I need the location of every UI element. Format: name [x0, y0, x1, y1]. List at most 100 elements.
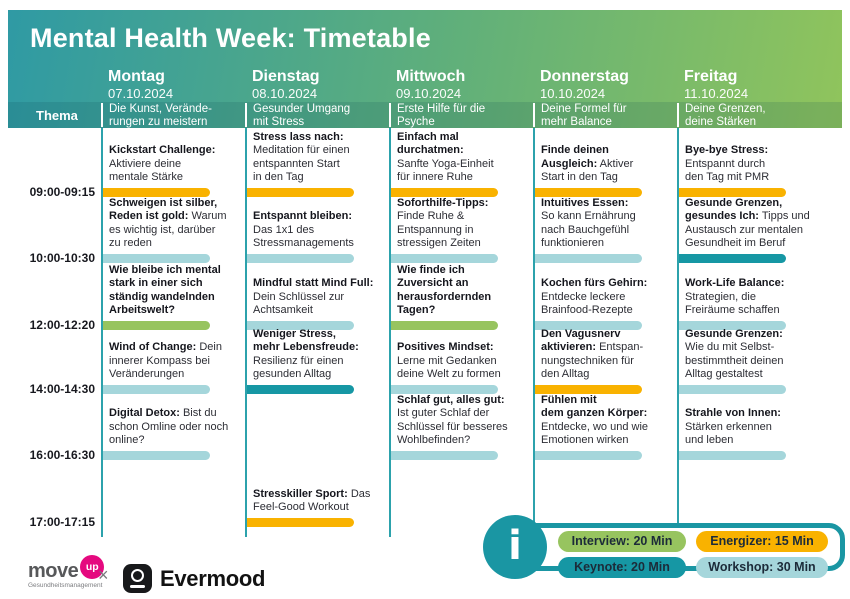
legend-pill-workshop: Workshop: 30 Min: [696, 557, 828, 578]
session-title: Finde deinen Ausgleich:: [541, 144, 609, 170]
day-theme: Die Kunst, Verände- rungen zu meistern: [101, 103, 212, 128]
session-title: Intuitives Essen:: [541, 197, 629, 210]
time-slot-label: 17:00-17:15: [29, 515, 95, 529]
session-entry: Strahle von Innen: Stärken erkennen und …: [679, 407, 819, 460]
session-title: Mindful statt Mind Full:: [253, 277, 374, 290]
session-entry: Wie finde ich Zuversicht an herausforder…: [391, 264, 531, 330]
page-title: Mental Health Week: Timetable: [30, 23, 431, 53]
thema-label: Thema: [36, 108, 78, 123]
day-date: 08.10.2024: [252, 86, 318, 101]
session-entry: Work-Life Balance: Strategien, die Freir…: [679, 277, 819, 330]
session-title: Gesunde Grenzen, gesundes Ich:: [685, 197, 783, 223]
session-title: Digital Detox:: [109, 407, 180, 420]
session-title: Soforthilfe-Tipps:: [397, 197, 489, 210]
session-title: Weniger Stress, mehr Lebensfreude:: [253, 328, 359, 354]
session-text: Wind of Change: Dein innerer Kompass bei…: [103, 341, 243, 381]
session-duration-bar: [679, 385, 786, 394]
session-text: Fühlen mit dem ganzen Körper: Entdecke, …: [535, 394, 675, 447]
time-slot-label: 09:00-09:15: [29, 185, 95, 199]
day-theme: Deine Formel für mehr Balance: [533, 103, 627, 128]
session-text: Kickstart Challenge: Aktiviere deine men…: [103, 144, 243, 184]
session-desc: Ist guter Schlaf der Schlüssel für besse…: [397, 407, 508, 446]
session-duration-bar: [535, 385, 642, 394]
session-title: Gesunde Grenzen:: [685, 328, 783, 341]
info-symbol: i: [508, 523, 522, 569]
time-slot-label: 16:00-16:30: [29, 448, 95, 462]
session-duration-bar: [247, 188, 354, 197]
session-entry: Den Vagusnerv aktivieren: Entspan- nungs…: [535, 328, 675, 394]
logo-separator: ×: [98, 565, 109, 585]
session-title: Fühlen mit dem ganzen Körper:: [541, 394, 648, 420]
day-header-montag: Montag 07.10.2024: [108, 68, 173, 102]
day-date: 11.10.2024: [684, 86, 749, 101]
session-duration-bar: [103, 188, 210, 197]
header: Mental Health Week: Timetable Montag 07.…: [8, 10, 842, 128]
session-desc: Aktiviere deine mentale Stärke: [109, 157, 183, 183]
day-theme: Erste Hilfe für die Psyche: [389, 103, 485, 128]
moveup-badge-icon: up: [80, 555, 105, 579]
session-text: Work-Life Balance: Strategien, die Freir…: [679, 277, 819, 317]
time-slot-label: 10:00-10:30: [29, 251, 95, 265]
day-header-dienstag: Dienstag 08.10.2024: [252, 68, 320, 102]
legend-pill-interview: Interview: 20 Min: [558, 531, 686, 552]
session-desc: Entdecke leckere Brainfood-Rezepte: [541, 290, 633, 316]
session-text: Strahle von Innen: Stärken erkennen und …: [679, 407, 819, 447]
session-desc: Bist du schon Omline oder noch online?: [109, 407, 229, 446]
legend: Interview: 20 Min Energizer: 15 Min Keyn…: [483, 513, 847, 583]
session-duration-bar: [247, 385, 354, 394]
session-entry: Positives Mindset: Lerne mit Gedanken de…: [391, 341, 531, 394]
session-desc: Lerne mit Gedanken deine Welt zu formen: [397, 354, 501, 380]
day-header-donnerstag: Donnerstag 10.10.2024: [540, 68, 629, 102]
session-entry: Intuitives Essen: So kann Ernährung nach…: [535, 197, 675, 263]
session-duration-bar: [103, 254, 210, 263]
session-desc: Tipps und Austausch zur mentalen Gesundh…: [685, 210, 810, 249]
session-text: Kochen fürs Gehirn: Entdecke leckere Bra…: [535, 277, 675, 317]
session-desc: Das Feel-Good Workout: [253, 487, 371, 513]
day-theme: Deine Grenzen, deine Stärken: [677, 103, 766, 128]
day-header-freitag: Freitag 11.10.2024: [684, 68, 748, 102]
session-desc: So kann Ernährung nach Bauchgefühl funkt…: [541, 210, 636, 249]
day-date: 09.10.2024: [396, 86, 462, 101]
session-duration-bar: [247, 518, 354, 527]
legend-pill-energizer: Energizer: 15 Min: [696, 531, 828, 552]
session-text: Gesunde Grenzen, gesundes Ich: Tipps und…: [679, 197, 819, 250]
session-duration-bar: [535, 451, 642, 460]
session-duration-bar: [535, 321, 642, 330]
session-entry: Wind of Change: Dein innerer Kompass bei…: [103, 341, 243, 394]
session-duration-bar: [391, 321, 498, 330]
evermood-wordmark: Evermood: [160, 565, 266, 591]
session-text: Weniger Stress, mehr Lebensfreude: Resil…: [247, 328, 387, 381]
session-title: Wind of Change:: [109, 341, 197, 354]
session-entry: Entspannt bleiben: Das 1x1 des Stressman…: [247, 210, 387, 263]
session-text: Den Vagusnerv aktivieren: Entspan- nungs…: [535, 328, 675, 381]
day-header-mittwoch: Mittwoch 09.10.2024: [396, 68, 465, 102]
session-title: Entspannt bleiben:: [253, 210, 352, 223]
session-duration-bar: [103, 451, 210, 460]
evermood-icon-ring: [131, 569, 144, 582]
day-name: Freitag: [684, 68, 738, 85]
day-name: Dienstag: [252, 68, 320, 85]
session-text: Digital Detox: Bist du schon Omline oder…: [103, 407, 243, 447]
session-duration-bar: [391, 188, 498, 197]
session-text: Wie finde ich Zuversicht an herausforder…: [391, 264, 531, 317]
evermood-icon-base: [130, 584, 145, 588]
column-divider: [101, 128, 103, 537]
session-text: Einfach mal durchatmen: Sanfte Yoga-Einh…: [391, 131, 531, 184]
session-title: Kochen fürs Gehirn:: [541, 277, 648, 290]
session-text: Stresskiller Sport: Das Feel-Good Workou…: [247, 488, 387, 514]
legend-bar: Interview: 20 Min Energizer: 15 Min Keyn…: [497, 523, 845, 578]
session-title: Wie bleibe ich mental stark in einer sic…: [109, 264, 221, 316]
session-text: Mindful statt Mind Full: Dein Schlüssel …: [247, 277, 387, 317]
legend-pills: Interview: 20 Min Energizer: 15 Min Keyn…: [558, 531, 828, 578]
session-desc: Strategien, die Freiräume schaffen: [685, 290, 780, 316]
session-desc: Aktiver Start in den Tag: [541, 157, 634, 183]
session-title: Stresskiller Sport:: [253, 487, 348, 500]
column-divider: [245, 128, 247, 537]
moveup-logo: move up Gesundheitsmanagement: [28, 555, 118, 589]
session-text: Intuitives Essen: So kann Ernährung nach…: [535, 197, 675, 250]
session-duration-bar: [535, 188, 642, 197]
legend-pill-keynote: Keynote: 20 Min: [558, 557, 686, 578]
session-desc: Entspannt durch den Tag mit PMR: [685, 157, 770, 183]
session-title: Den Vagusnerv aktivieren:: [541, 328, 621, 354]
